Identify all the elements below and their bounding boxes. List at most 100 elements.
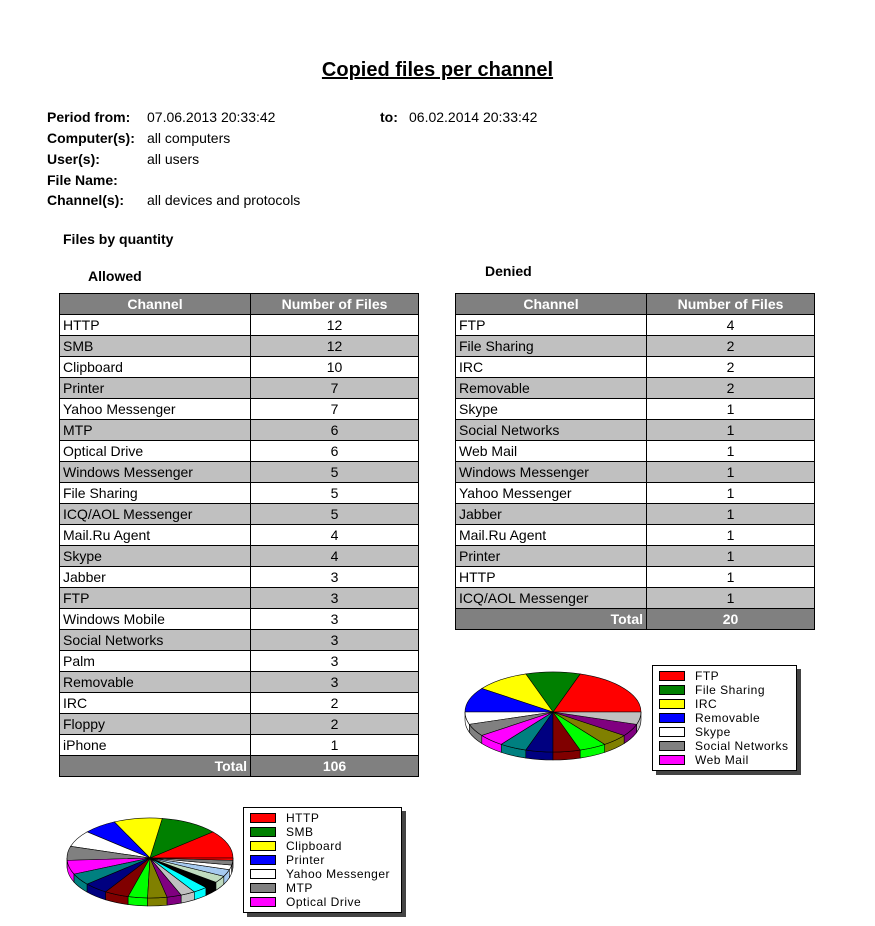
table-row: Web Mail 1 xyxy=(455,440,815,462)
channel-cell: Jabber xyxy=(455,503,647,525)
total-row: Total 20 xyxy=(455,608,815,630)
channel-cell: SMB xyxy=(59,335,251,357)
channel-cell: File Sharing xyxy=(59,482,251,504)
legend-label: Clipboard xyxy=(286,839,342,853)
files-cell: 1 xyxy=(646,524,815,546)
pie-slice-ICQ/AOL Messenger xyxy=(552,711,642,725)
table-row: Printer 7 xyxy=(59,377,419,399)
files-cell: 2 xyxy=(250,713,419,735)
table-row: Floppy 2 xyxy=(59,713,419,735)
files-cell: 1 xyxy=(646,503,815,525)
files-cell: 1 xyxy=(646,398,815,420)
channel-cell: FTP xyxy=(455,314,647,336)
table-row: Clipboard 10 xyxy=(59,356,419,378)
channel-cell: FTP xyxy=(59,587,251,609)
channel-cell: IRC xyxy=(59,692,251,714)
table-row: ICQ/AOL Messenger 5 xyxy=(59,503,419,525)
col-files: Number of Files xyxy=(250,293,419,315)
legend-swatch xyxy=(250,897,276,907)
legend-label: IRC xyxy=(695,697,718,711)
files-cell: 3 xyxy=(250,671,419,693)
channel-cell: Social Networks xyxy=(59,629,251,651)
legend-label: Web Mail xyxy=(695,753,749,767)
table-row: Skype 4 xyxy=(59,545,419,567)
channel-cell: Jabber xyxy=(59,566,251,588)
channel-cell: File Sharing xyxy=(455,335,647,357)
files-cell: 3 xyxy=(250,566,419,588)
files-cell: 1 xyxy=(646,440,815,462)
table-row: FTP 4 xyxy=(455,314,815,336)
legend-swatch xyxy=(250,855,276,865)
table-row: Removable 2 xyxy=(455,377,815,399)
files-cell: 1 xyxy=(646,545,815,567)
channel-cell: HTTP xyxy=(455,566,647,588)
legend-label: Skype xyxy=(695,725,731,739)
table-row: Windows Mobile 3 xyxy=(59,608,419,630)
legend-swatch xyxy=(659,727,685,737)
table-row: File Sharing 2 xyxy=(455,335,815,357)
channel-cell: ICQ/AOL Messenger xyxy=(59,503,251,525)
files-cell: 1 xyxy=(250,734,419,756)
legend-label: Printer xyxy=(286,853,325,867)
legend-item: HTTP xyxy=(250,811,395,825)
channel-cell: Printer xyxy=(59,377,251,399)
files-cell: 7 xyxy=(250,377,419,399)
legend-label: MTP xyxy=(286,881,313,895)
table-row: ICQ/AOL Messenger 1 xyxy=(455,587,815,609)
legend-label: SMB xyxy=(286,825,314,839)
legend-label: File Sharing xyxy=(695,683,766,697)
files-cell: 7 xyxy=(250,398,419,420)
files-cell: 2 xyxy=(646,377,815,399)
legend-item: Removable xyxy=(659,711,790,725)
files-cell: 6 xyxy=(250,419,419,441)
files-cell: 1 xyxy=(646,566,815,588)
table-row: Optical Drive 6 xyxy=(59,440,419,462)
legend-item: File Sharing xyxy=(659,683,790,697)
channel-cell: Palm xyxy=(59,650,251,672)
table-row: Printer 1 xyxy=(455,545,815,567)
files-cell: 3 xyxy=(250,608,419,630)
table-row: Jabber 1 xyxy=(455,503,815,525)
period-to-label: to: xyxy=(380,109,398,125)
files-cell: 10 xyxy=(250,356,419,378)
denied-legend: FTP File Sharing IRC Removable Skype Social N… xyxy=(652,665,797,771)
table-row: IRC 2 xyxy=(59,692,419,714)
legend-item: Optical Drive xyxy=(250,895,395,909)
channel-cell: Windows Messenger xyxy=(59,461,251,483)
period-from-value: 07.06.2013 20:33:42 xyxy=(147,109,276,125)
channel-cell: Yahoo Messenger xyxy=(455,482,647,504)
report-title: Copied files per channel xyxy=(321,59,554,81)
channel-cell: Floppy xyxy=(59,713,251,735)
legend-item: MTP xyxy=(250,881,395,895)
table-row: HTTP 12 xyxy=(59,314,419,336)
legend-label: Optical Drive xyxy=(286,895,362,909)
col-channel: Channel xyxy=(59,293,251,315)
col-channel: Channel xyxy=(455,293,647,315)
files-cell: 2 xyxy=(250,692,419,714)
legend-label: Yahoo Messenger xyxy=(286,867,391,881)
files-cell: 5 xyxy=(250,503,419,525)
table-row: Yahoo Messenger 1 xyxy=(455,482,815,504)
computers-value: all computers xyxy=(147,130,231,146)
files-cell: 3 xyxy=(250,587,419,609)
files-cell: 6 xyxy=(250,440,419,462)
channel-cell: Windows Mobile xyxy=(59,608,251,630)
total-label: Total xyxy=(455,608,647,630)
files-cell: 12 xyxy=(250,314,419,336)
channel-cell: HTTP xyxy=(59,314,251,336)
total-row: Total 106 xyxy=(59,755,419,777)
section-heading: Files by quantity xyxy=(63,231,174,247)
channel-cell: Removable xyxy=(59,671,251,693)
channels-label: Channel(s): xyxy=(47,192,124,208)
users-label: User(s): xyxy=(47,151,100,167)
legend-swatch xyxy=(659,685,685,695)
filename-label: File Name: xyxy=(47,172,118,188)
pie-slice-FTP xyxy=(552,673,642,713)
legend-swatch xyxy=(659,741,685,751)
channel-cell: Removable xyxy=(455,377,647,399)
legend-label: FTP xyxy=(695,669,720,683)
table-row: File Sharing 5 xyxy=(59,482,419,504)
channel-cell: Web Mail xyxy=(455,440,647,462)
legend-swatch xyxy=(250,813,276,823)
legend-swatch xyxy=(659,755,685,765)
